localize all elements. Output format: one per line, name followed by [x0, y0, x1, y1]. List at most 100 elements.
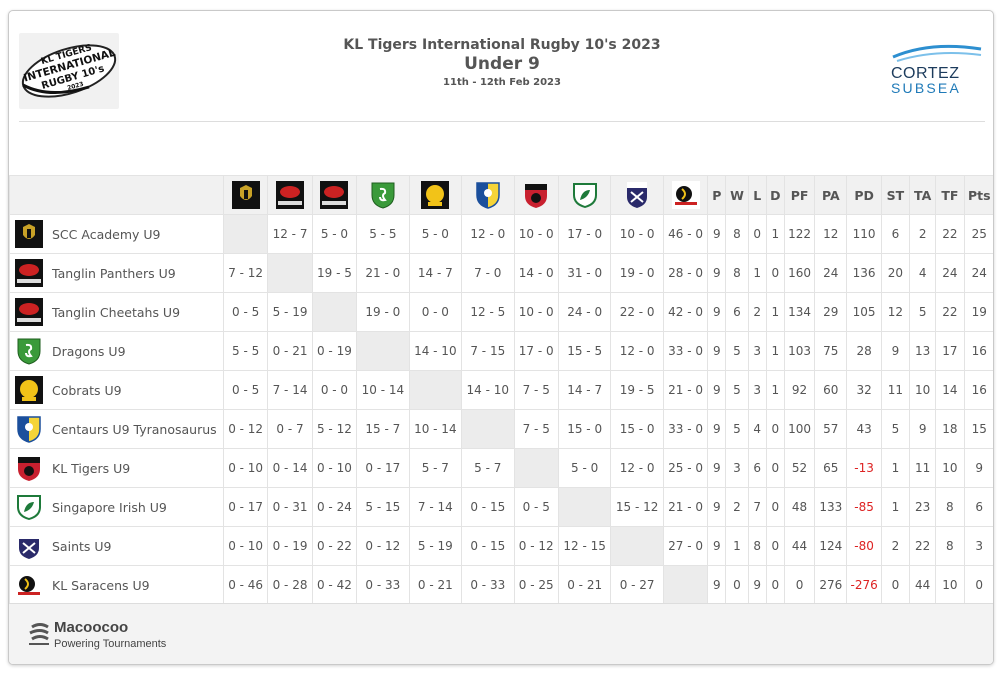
footer-brand[interactable]: Macoocoo — [54, 619, 129, 636]
tournament-card: KL TIGERS INTERNATIONAL RUGBY 10's 2023 … — [8, 10, 994, 665]
result-cell: 0 - 46 — [222, 565, 269, 605]
stat-header-l: L — [747, 175, 767, 215]
stat-cell-st: 11 — [880, 370, 911, 410]
sponsor-logo: CORTEZ SUBSEA — [885, 39, 985, 99]
team-cell[interactable]: Tanglin Panthers U9 — [9, 253, 224, 293]
result-cell: 0 - 0 — [311, 370, 358, 410]
result-cell: 19 - 0 — [610, 253, 664, 293]
result-cell: 15 - 0 — [610, 409, 664, 449]
stat-cell-pd: -85 — [846, 487, 882, 527]
dragons-icon — [368, 180, 398, 210]
stat-cell-w: 8 — [725, 253, 749, 293]
team-name[interactable]: Tanglin Panthers U9 — [52, 265, 176, 281]
team-name[interactable]: Saints U9 — [52, 538, 112, 554]
stat-cell-pts: 16 — [963, 370, 993, 410]
result-cell: 14 - 7 — [408, 253, 463, 293]
team-cell[interactable]: Cobrats U9 — [9, 370, 224, 410]
stat-cell-pf: 44 — [783, 526, 816, 566]
result-cell: 0 - 17 — [356, 448, 410, 488]
centaurs-icon — [473, 180, 503, 210]
stat-cell-d: 1 — [765, 214, 785, 254]
stat-cell-tf: 10 — [935, 565, 965, 605]
stat-cell-pa: 75 — [814, 331, 848, 371]
result-cell: 0 - 27 — [610, 565, 664, 605]
stat-cell-w: 5 — [725, 331, 749, 371]
stat-cell-w: 3 — [725, 448, 749, 488]
stat-cell-st: 1 — [880, 487, 911, 527]
result-cell: 0 - 19 — [267, 526, 313, 566]
sponsor-name: CORTEZ — [891, 65, 960, 82]
result-cell: 14 - 10 — [408, 331, 463, 371]
tanglin-icon — [275, 180, 305, 210]
team-name[interactable]: Cobrats U9 — [52, 382, 122, 398]
stat-cell-st: 6 — [880, 214, 911, 254]
stat-cell-pd: 110 — [846, 214, 882, 254]
result-cell: 5 - 5 — [356, 214, 410, 254]
stat-cell-d: 0 — [765, 253, 785, 293]
team-cell[interactable]: KL Saracens U9 — [9, 565, 224, 605]
tournament-logo: KL TIGERS INTERNATIONAL RUGBY 10's 2023 — [19, 33, 119, 109]
stat-cell-l: 3 — [747, 370, 767, 410]
column-header-team-1 — [222, 175, 269, 215]
team-name[interactable]: Dragons U9 — [52, 343, 126, 359]
stat-cell-pa: 60 — [814, 370, 848, 410]
result-cell: 0 - 5 — [513, 487, 559, 527]
stat-cell-l: 9 — [747, 565, 767, 605]
stat-cell-pts: 25 — [963, 214, 993, 254]
team-name[interactable]: KL Tigers U9 — [52, 460, 131, 476]
stat-cell-pd: -80 — [846, 526, 882, 566]
stat-cell-pts: 3 — [963, 526, 993, 566]
result-cell: 0 - 31 — [267, 487, 313, 527]
team-name[interactable]: SCC Academy U9 — [52, 226, 161, 242]
team-cell[interactable]: Singapore Irish U9 — [9, 487, 224, 527]
result-cell: 0 - 19 — [311, 331, 358, 371]
team-cell[interactable]: Centaurs U9 Tyranosaurus — [9, 409, 224, 449]
column-header-team-5 — [408, 175, 463, 215]
saints-icon — [14, 531, 44, 561]
team-name[interactable]: KL Saracens U9 — [52, 577, 150, 593]
self-match-cell — [222, 214, 269, 254]
result-cell: 5 - 0 — [557, 448, 612, 488]
stat-cell-l: 7 — [747, 487, 767, 527]
result-cell: 5 - 7 — [461, 448, 515, 488]
result-cell: 5 - 0 — [311, 214, 358, 254]
header: KL TIGERS INTERNATIONAL RUGBY 10's 2023 … — [9, 11, 993, 121]
stat-cell-st: 1 — [880, 448, 911, 488]
scc-academy-icon — [231, 180, 261, 210]
stat-cell-pf: 134 — [783, 292, 816, 332]
team-cell[interactable]: Saints U9 — [9, 526, 224, 566]
result-cell: 7 - 14 — [408, 487, 463, 527]
team-name[interactable]: Singapore Irish U9 — [52, 499, 167, 515]
stat-cell-d: 0 — [765, 448, 785, 488]
team-cell[interactable]: SCC Academy U9 — [9, 214, 224, 254]
result-cell: 12 - 7 — [267, 214, 313, 254]
stat-cell-pd: 28 — [846, 331, 882, 371]
footer: Macoocoo Powering Tournaments — [9, 603, 993, 664]
stat-cell-p: 9 — [707, 409, 727, 449]
result-cell: 0 - 33 — [461, 565, 515, 605]
result-cell: 0 - 10 — [311, 448, 358, 488]
stat-cell-p: 9 — [707, 526, 727, 566]
stat-cell-w: 8 — [725, 214, 749, 254]
dragons-icon — [14, 336, 44, 366]
result-cell: 10 - 0 — [513, 214, 559, 254]
stat-cell-st: 12 — [880, 292, 911, 332]
stat-cell-tf: 17 — [935, 331, 965, 371]
result-cell: 7 - 12 — [222, 253, 269, 293]
stat-cell-p: 9 — [707, 565, 727, 605]
team-name[interactable]: Tanglin Cheetahs U9 — [52, 304, 181, 320]
result-cell: 0 - 14 — [267, 448, 313, 488]
result-cell: 21 - 0 — [662, 487, 709, 527]
team-cell[interactable]: KL Tigers U9 — [9, 448, 224, 488]
stat-cell-tf: 14 — [935, 370, 965, 410]
result-cell: 21 - 0 — [662, 370, 709, 410]
result-cell: 22 - 0 — [610, 292, 664, 332]
team-cell[interactable]: Dragons U9 — [9, 331, 224, 371]
team-cell[interactable]: Tanglin Cheetahs U9 — [9, 292, 224, 332]
singapore-irish-icon — [570, 180, 600, 210]
result-cell: 33 - 0 — [662, 331, 709, 371]
stat-cell-pf: 48 — [783, 487, 816, 527]
team-name[interactable]: Centaurs U9 Tyranosaurus — [52, 421, 217, 437]
